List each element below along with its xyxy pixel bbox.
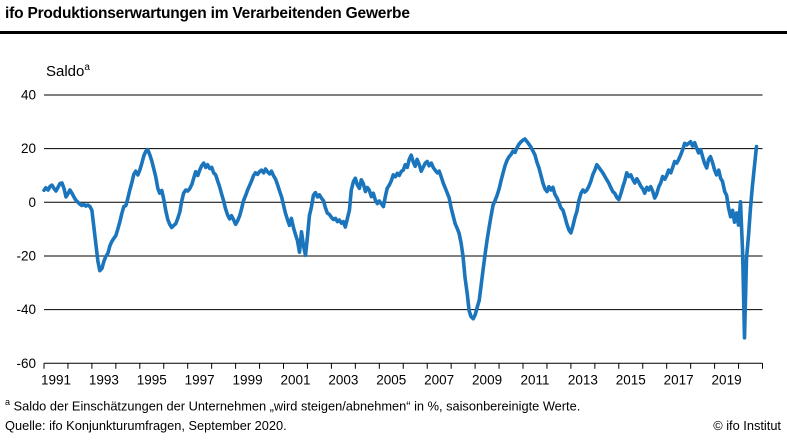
page-title: ifo Produktionserwartungen im Verarbeite…	[5, 5, 410, 22]
x-tick-label-2005: 2005	[376, 372, 406, 387]
footnote: a Saldo der Einschätzungen der Unternehm…	[5, 397, 580, 413]
y-tick-label--60: -60	[16, 356, 36, 371]
y-tick-label-0: 0	[28, 195, 36, 210]
x-tick-label-1995: 1995	[137, 372, 167, 387]
x-tick-label-2001: 2001	[280, 372, 310, 387]
y-tick-label-20: 20	[21, 141, 36, 156]
source-text: Quelle: ifo Konjunkturumfragen, Septembe…	[5, 418, 287, 433]
x-tick-label-2017: 2017	[664, 372, 694, 387]
y-tick-label-40: 40	[21, 87, 36, 102]
x-tick-label-2013: 2013	[568, 372, 598, 387]
x-tick-label-1991: 1991	[41, 372, 71, 387]
y-axis-unit-label: Saldoa	[46, 62, 90, 80]
x-tick-label-1993: 1993	[89, 372, 119, 387]
y-tick-label--40: -40	[16, 302, 36, 317]
header-rule	[0, 31, 787, 34]
copyright-text: © ifo Institut	[713, 418, 781, 433]
x-tick-label-2015: 2015	[616, 372, 646, 387]
x-tick-label-2019: 2019	[712, 372, 742, 387]
x-tick-label-2003: 2003	[328, 372, 358, 387]
x-tick-label-2007: 2007	[424, 372, 454, 387]
x-tick-label-2009: 2009	[472, 372, 502, 387]
y-tick-label--20: -20	[16, 248, 36, 263]
x-tick-label-1999: 1999	[233, 372, 263, 387]
saldo-text: Saldo	[46, 63, 85, 80]
footnote-superscript: a	[5, 397, 11, 407]
x-tick-label-2011: 2011	[520, 372, 549, 387]
source-row: Quelle: ifo Konjunkturumfragen, Septembe…	[5, 418, 781, 433]
saldo-superscript: a	[84, 62, 90, 73]
x-tick-label-1997: 1997	[185, 372, 215, 387]
data-line	[42, 137, 759, 340]
footnote-text: Saldo der Einschätzungen der Unternehmen…	[10, 398, 581, 414]
